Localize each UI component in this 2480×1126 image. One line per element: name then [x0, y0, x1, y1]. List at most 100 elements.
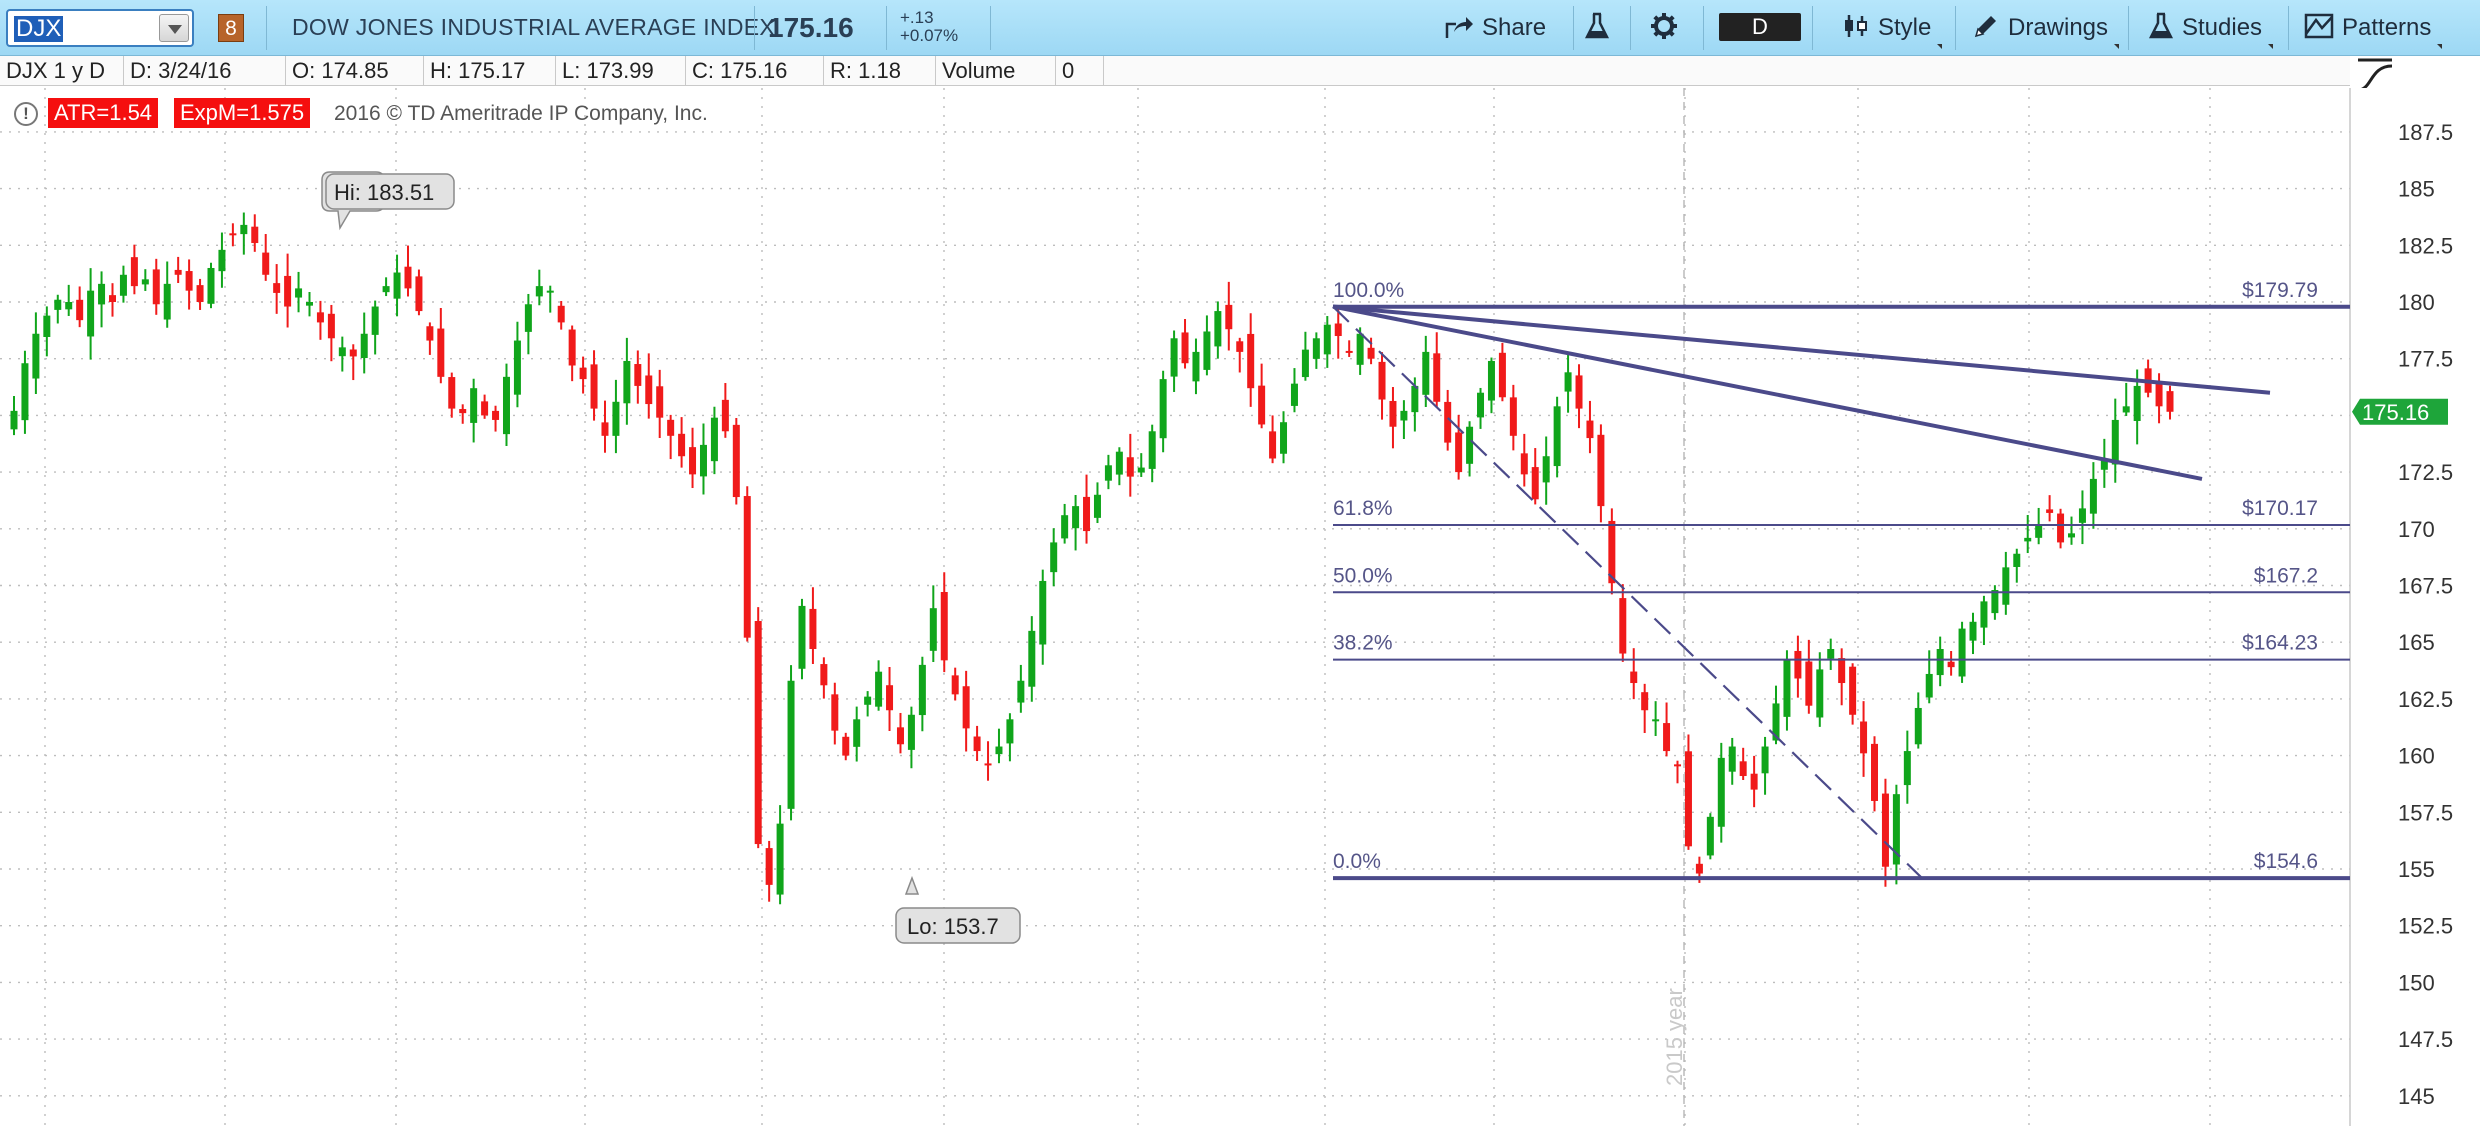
- candle-body: [1203, 331, 1211, 370]
- candle: [415, 269, 423, 316]
- price-axis-tick-label: 147.5: [2398, 1027, 2453, 1052]
- current-price-tag[interactable]: 175.16: [2352, 398, 2448, 425]
- high-callout-bg: [325, 173, 455, 210]
- candle: [1663, 702, 1671, 757]
- candle: [2068, 516, 2076, 545]
- candle-body: [1477, 392, 1485, 418]
- candle: [76, 286, 84, 328]
- candle: [831, 682, 839, 745]
- candle-body: [1498, 352, 1506, 398]
- style-menu-button[interactable]: Style: [1842, 10, 1943, 49]
- candle-body: [2155, 382, 2163, 407]
- price-axis-tick-label: 167.5: [2398, 574, 2453, 599]
- candle: [1816, 652, 1824, 727]
- candle: [338, 336, 346, 372]
- candle-body: [327, 313, 335, 339]
- candle-body: [754, 620, 762, 845]
- candle-body: [1597, 434, 1605, 507]
- toolbar-divider: [1955, 6, 1956, 50]
- candle-body: [1739, 761, 1747, 777]
- candle: [513, 321, 521, 408]
- candle: [1148, 424, 1156, 483]
- studies-menu-button[interactable]: Studies: [2148, 10, 2274, 49]
- candle: [87, 268, 95, 360]
- trend-line-lower[interactable]: [1332, 304, 2203, 481]
- candle-body: [612, 401, 620, 436]
- alert-icon[interactable]: !: [14, 102, 38, 126]
- candle: [295, 271, 303, 313]
- candle-body: [689, 447, 697, 475]
- aggregation-period-selector[interactable]: D: [1719, 13, 1801, 41]
- candle-body: [1104, 465, 1112, 481]
- candle-body: [2122, 406, 2130, 413]
- candle: [1838, 648, 1846, 706]
- candle-body: [1772, 703, 1780, 741]
- candle: [1466, 421, 1474, 477]
- symbol-input[interactable]: DJX: [6, 9, 194, 47]
- candle: [568, 325, 576, 382]
- candle-body: [1914, 707, 1922, 745]
- candle: [689, 427, 697, 489]
- candle-body: [2166, 391, 2174, 412]
- candle: [1203, 315, 1211, 376]
- candle: [699, 423, 707, 495]
- candle-body: [481, 401, 489, 416]
- candle: [1083, 474, 1091, 544]
- patterns-menu-button[interactable]: Patterns: [2304, 10, 2443, 49]
- price-axis-tick-label: 170: [2398, 517, 2435, 542]
- price-axis-tick-label: 172.5: [2398, 460, 2453, 485]
- candle: [776, 805, 784, 905]
- candle-body: [1860, 721, 1868, 754]
- date-cell: D: 3/24/16: [124, 56, 286, 86]
- candle-body: [1378, 361, 1386, 400]
- price-chart[interactable]: 2015 year 100.0% $179.79 61.8% $170.17 50.0%…: [0, 88, 2480, 1126]
- candle: [1871, 736, 1879, 812]
- drawings-menu-button[interactable]: Drawings: [1972, 10, 2120, 49]
- candle: [1072, 495, 1080, 551]
- trend-line-dashed[interactable]: [1332, 305, 1923, 879]
- candle-body: [820, 664, 828, 686]
- candle: [1170, 330, 1178, 392]
- candle: [2111, 398, 2119, 483]
- atr-study-badge[interactable]: ATR=1.54: [48, 98, 159, 128]
- candle: [1247, 313, 1255, 407]
- candle-body: [2100, 460, 2108, 470]
- candle-body: [1466, 426, 1474, 464]
- candle: [2078, 490, 2086, 545]
- trend-line-upper[interactable]: [1332, 304, 2271, 395]
- settings-button[interactable]: [1650, 10, 1686, 46]
- candle: [1608, 508, 1616, 595]
- candle: [623, 337, 631, 425]
- low-callout: Lo: 153.7: [895, 875, 1021, 944]
- chart-grid: [0, 88, 2480, 1126]
- patterns-icon: [2304, 13, 2334, 39]
- toolbar-divider: [990, 6, 991, 50]
- symbol-link-badge[interactable]: 8: [218, 14, 244, 42]
- candle: [2035, 507, 2043, 545]
- share-button[interactable]: Share: [1444, 10, 1546, 46]
- price-callouts: Hi: 183.51 Lo: 153.7: [321, 171, 1021, 944]
- candle: [1630, 648, 1638, 700]
- candle-body: [1695, 863, 1703, 874]
- candle: [546, 285, 554, 313]
- high-callout: Hi: 183.51: [321, 171, 455, 231]
- open-cell: O: 174.85: [286, 56, 424, 86]
- candle-body: [1290, 383, 1298, 406]
- candle: [1192, 338, 1200, 395]
- candle-body: [1039, 580, 1047, 645]
- symbol-dropdown-button[interactable]: [159, 14, 189, 42]
- expm-study-badge[interactable]: ExpM=1.575: [174, 98, 311, 128]
- symbol-value[interactable]: DJX: [14, 15, 64, 42]
- candle: [820, 657, 828, 699]
- candle-body: [1674, 764, 1682, 767]
- candle: [1017, 664, 1025, 713]
- fibonacci-retracement[interactable]: 100.0% $179.79 61.8% $170.17 50.0% $167.2 38.2…: [1333, 279, 2350, 881]
- candle: [2046, 495, 2054, 522]
- trend-lines[interactable]: [1332, 304, 2271, 879]
- toolbar-divider: [2288, 6, 2289, 50]
- price-axis-tick-label: 177.5: [2398, 347, 2453, 372]
- candle: [590, 350, 598, 421]
- price-axis[interactable]: 187.5185182.5180177.5175172.5170167.5165…: [2352, 120, 2453, 1109]
- candle-body: [1509, 397, 1517, 436]
- flask-button[interactable]: [1584, 10, 1618, 46]
